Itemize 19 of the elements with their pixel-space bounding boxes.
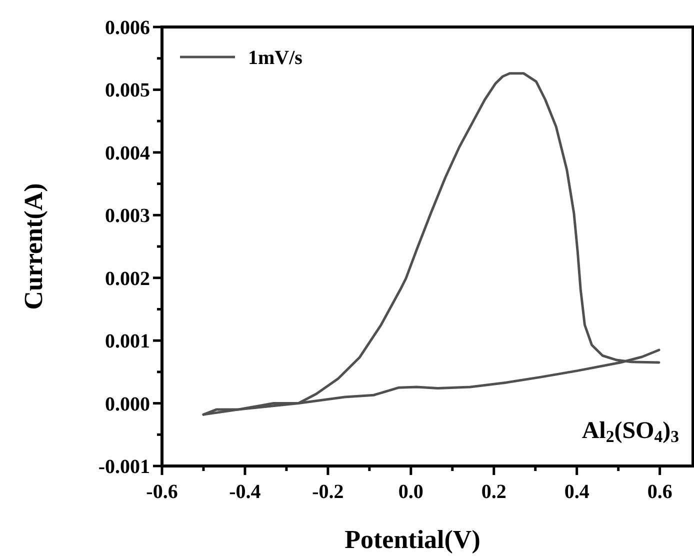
- y-axis-title: Current(A): [19, 183, 48, 310]
- x-axis-title: Potential(V): [344, 525, 480, 554]
- x-tick-label: -0.4: [229, 481, 261, 503]
- x-tick-label: 0.0: [398, 481, 424, 503]
- x-tick-label: -0.2: [312, 481, 344, 503]
- y-tick-label: 0.004: [105, 142, 150, 164]
- y-tick-label: 0.000: [105, 393, 150, 416]
- y-tick-label: 0.006: [105, 17, 150, 39]
- x-tick-label: 0.2: [481, 481, 506, 503]
- y-tick-label: -0.001: [98, 456, 150, 478]
- y-tick-label: 0.003: [105, 205, 150, 228]
- x-tick-label: -0.6: [146, 481, 178, 503]
- y-tick-label: 0.002: [105, 268, 150, 290]
- y-tick-label: 0.005: [105, 80, 150, 102]
- y-tick-label: 0.001: [105, 330, 150, 353]
- x-tick-label: 0.4: [564, 481, 590, 503]
- x-tick-label: 0.6: [647, 481, 672, 503]
- legend-label: 1mV/s: [248, 47, 303, 69]
- annotation: Al$_{2}$(SO$_{4}$)$_{3}$: [582, 418, 679, 446]
